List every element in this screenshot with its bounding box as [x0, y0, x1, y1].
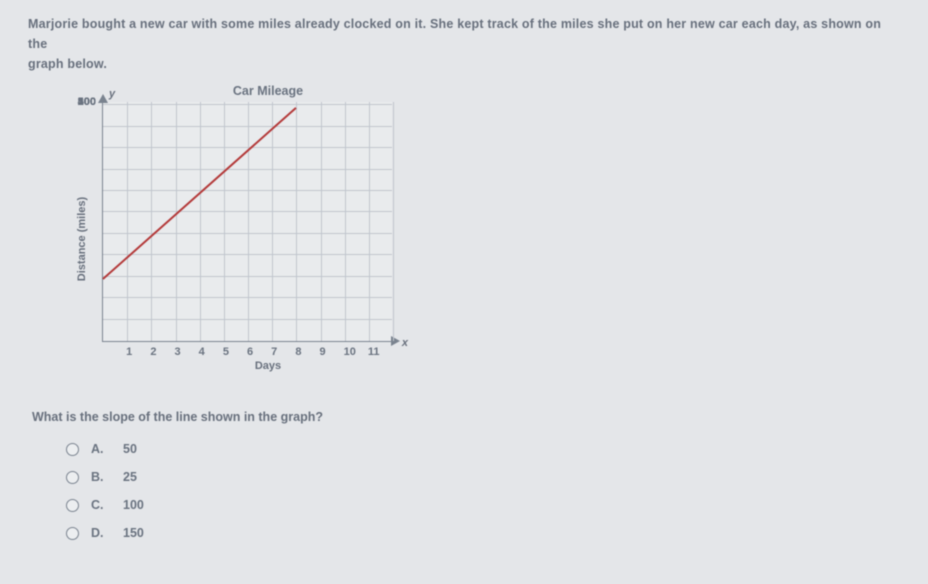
gridline-vertical: [272, 102, 273, 341]
question-line-1: Marjorie bought a new car with some mile…: [28, 17, 881, 51]
option-letter: B.: [91, 470, 111, 484]
option-value: 25: [123, 470, 137, 484]
radio-icon[interactable]: [66, 527, 79, 540]
y-variable-label: y: [109, 88, 115, 100]
answer-options: A. 50 B. 25 C. 100 D. 150: [66, 442, 904, 540]
chart-container: Car Mileage Distance (miles) 50040030020…: [68, 84, 428, 394]
gridline-vertical: [151, 102, 152, 341]
y-axis-arrow-icon: [98, 94, 108, 103]
x-axis-label: Days: [68, 360, 428, 372]
gridline-horizontal: [103, 276, 392, 277]
sub-question: What is the slope of the line shown in t…: [32, 410, 904, 424]
gridline-vertical: [369, 102, 370, 341]
gridline-horizontal: [103, 319, 392, 320]
radio-icon[interactable]: [66, 499, 79, 512]
gridline-horizontal: [103, 297, 392, 298]
option-value: 50: [123, 442, 137, 456]
plot-wrap: 500400300200100 y x: [68, 102, 428, 342]
gridline-vertical: [224, 102, 225, 341]
option-letter: D.: [91, 526, 111, 540]
y-ticks: 500400300200100: [68, 102, 102, 342]
gridline-vertical: [200, 102, 201, 341]
gridline-vertical: [127, 102, 128, 341]
option-a[interactable]: A. 50: [66, 442, 904, 456]
gridline-horizontal: [103, 190, 392, 191]
gridline-horizontal: [103, 126, 392, 127]
gridline-vertical: [176, 102, 177, 341]
gridline-vertical: [393, 102, 394, 341]
gridline-horizontal: [103, 211, 392, 212]
option-letter: C.: [91, 498, 111, 512]
gridline-horizontal: [103, 169, 392, 170]
option-c[interactable]: C. 100: [66, 498, 904, 512]
x-variable-label: x: [402, 337, 408, 349]
question-line-2: graph below.: [28, 57, 107, 71]
option-value: 150: [123, 526, 144, 540]
gridline-horizontal: [103, 233, 392, 234]
gridline-vertical: [248, 102, 249, 341]
option-d[interactable]: D. 150: [66, 526, 904, 540]
chart-title: Car Mileage: [68, 84, 428, 98]
option-value: 100: [123, 498, 144, 512]
gridline-horizontal: [103, 104, 392, 105]
plot-area: y x: [102, 102, 392, 342]
question-stem: Marjorie bought a new car with some mile…: [28, 14, 904, 74]
gridline-vertical: [321, 102, 322, 341]
option-letter: A.: [91, 442, 111, 456]
gridline-horizontal: [103, 254, 392, 255]
radio-icon[interactable]: [66, 443, 79, 456]
gridline-vertical: [345, 102, 346, 341]
question-page: Marjorie bought a new car with some mile…: [0, 0, 928, 568]
x-ticks: 1234567891011: [102, 342, 392, 358]
gridline-vertical: [296, 102, 297, 341]
radio-icon[interactable]: [66, 471, 79, 484]
option-b[interactable]: B. 25: [66, 470, 904, 484]
